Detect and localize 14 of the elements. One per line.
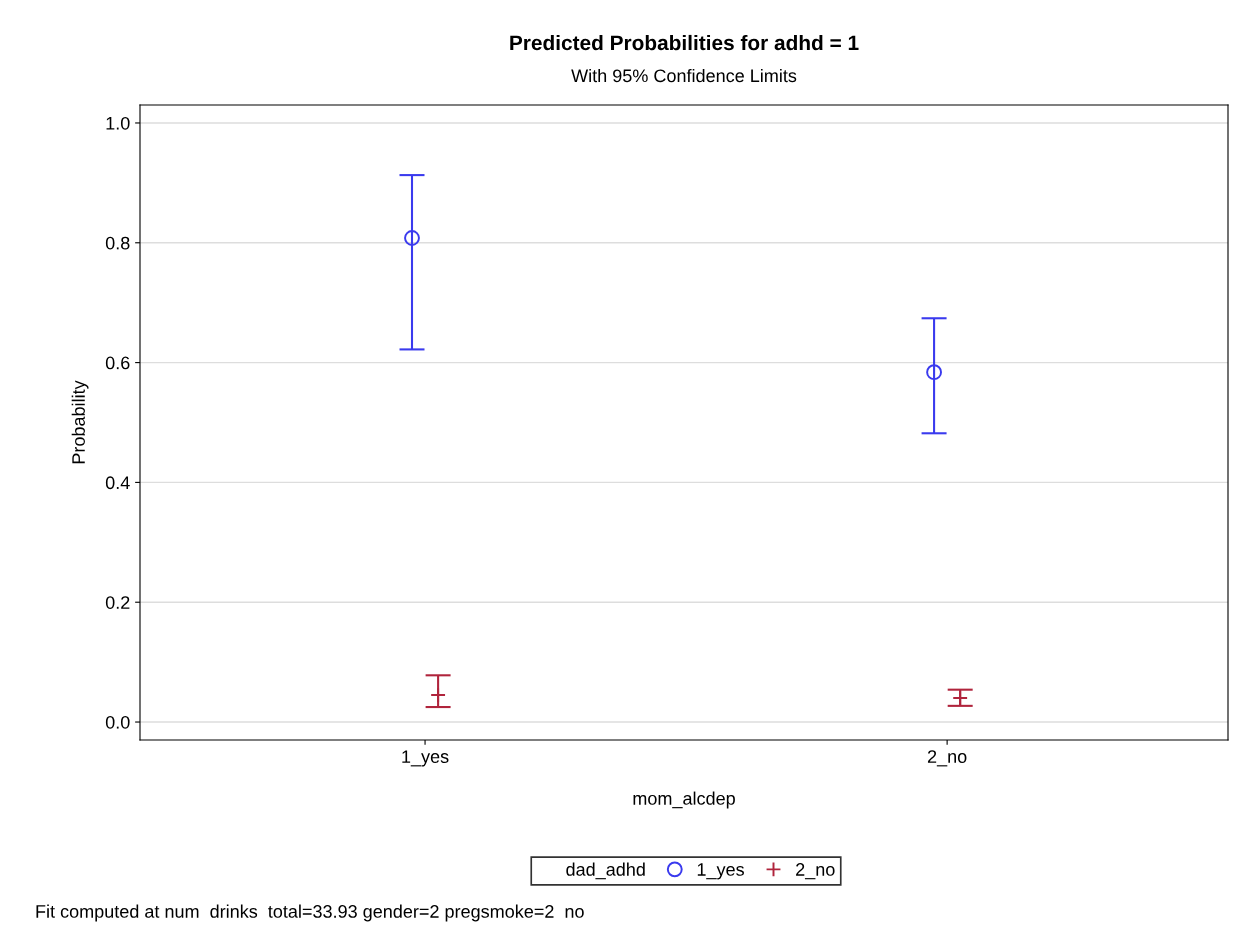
x-axis-title: mom_alcdep [633,791,735,809]
y-tick-label: 0.4 [105,476,130,490]
y-tick-label: 1.0 [106,116,130,130]
legend-title: dad_adhd [566,862,645,880]
y-tick-label: 0.2 [105,596,130,609]
y-axis-title: Probability [71,380,89,464]
legend-label: 2_no [796,863,835,880]
text: Fit computed at num drinks total=33.93 gender=2 pregsmoke=2 no [36,904,584,922]
chart-subtitle: With 95% Confidence Limits [571,68,797,83]
y-tick-label: 0.8 [105,236,130,250]
chart-title: Predicted Probabilities for adhd = 1 [510,34,859,51]
y-tick-label: 0.0 [105,715,130,729]
y-tick-label: 0.6 [105,356,130,370]
legend-label: 1_yes [697,863,744,880]
